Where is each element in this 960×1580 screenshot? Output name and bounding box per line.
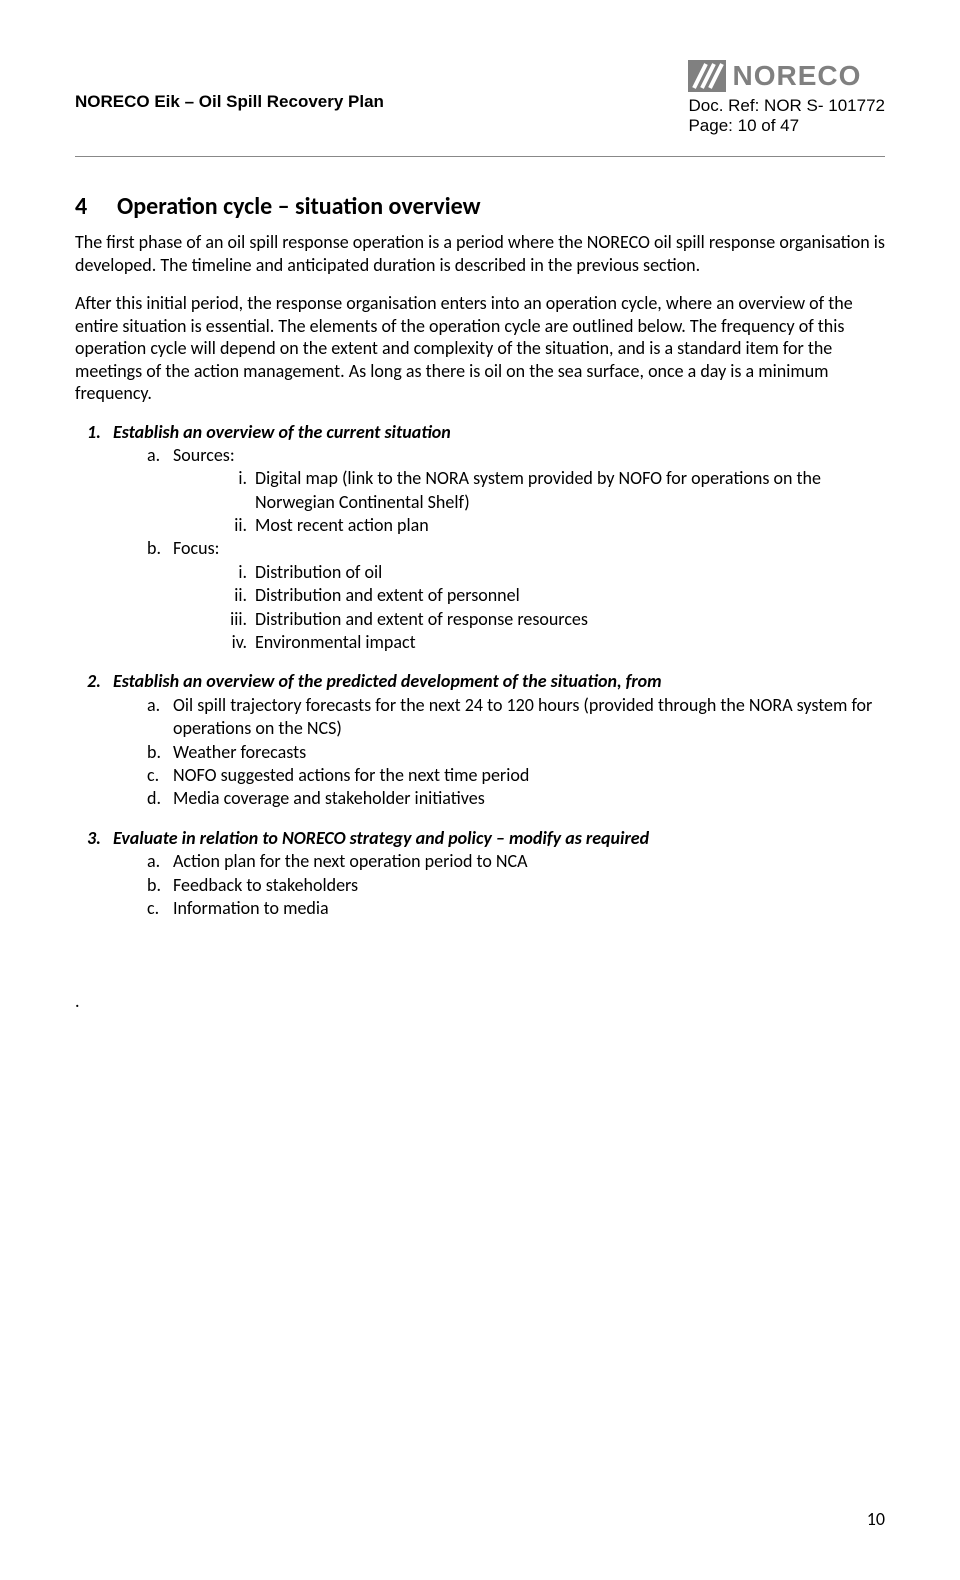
bii-label: ii. bbox=[227, 584, 255, 607]
item2-number: 2. bbox=[87, 670, 113, 693]
item2-a: a.Oil spill trajectory forecasts for the… bbox=[173, 694, 885, 741]
item3-title: Evaluate in relation to NORECO strategy … bbox=[113, 827, 649, 849]
section-number: 4 bbox=[75, 192, 117, 221]
item2-c: c.NOFO suggested actions for the next ti… bbox=[173, 764, 885, 787]
item3-number: 3. bbox=[87, 827, 113, 850]
item1-b-label: b. bbox=[147, 537, 173, 560]
item1-title: Establish an overview of the current sit… bbox=[113, 421, 451, 443]
item2-c-label: c. bbox=[147, 764, 173, 787]
biii-text: Distribution and extent of response reso… bbox=[255, 608, 588, 630]
item3-b: b.Feedback to stakeholders bbox=[173, 874, 885, 897]
item1-number: 1. bbox=[87, 421, 113, 444]
logo-text: NORECO bbox=[732, 60, 861, 92]
company-logo: NORECO bbox=[688, 60, 885, 92]
item3-a-text: Action plan for the next operation perio… bbox=[173, 850, 528, 872]
list-item-2: 2.Establish an overview of the predicted… bbox=[113, 670, 885, 810]
item1-b-iv: iv.Environmental impact bbox=[255, 631, 885, 654]
item2-b-label: b. bbox=[147, 741, 173, 764]
list-item-3: 3.Evaluate in relation to NORECO strateg… bbox=[113, 827, 885, 921]
item3-c-label: c. bbox=[147, 897, 173, 920]
item3-b-text: Feedback to stakeholders bbox=[173, 874, 358, 896]
item1-b-i: i.Distribution of oil bbox=[255, 561, 885, 584]
item3-b-label: b. bbox=[147, 874, 173, 897]
item1-b-text: Focus: bbox=[173, 537, 219, 559]
item2-a-label: a. bbox=[147, 694, 173, 717]
header-right-block: NORECO Doc. Ref: NOR S- 101772 Page: 10 … bbox=[688, 60, 885, 136]
page-number: 10 bbox=[867, 1508, 885, 1530]
item2-a-text: Oil spill trajectory forecasts for the n… bbox=[173, 694, 872, 739]
item1-b: b.Focus: i.Distribution of oil ii.Distri… bbox=[173, 537, 885, 654]
item2-sublist: a.Oil spill trajectory forecasts for the… bbox=[113, 694, 885, 811]
item2-d-label: d. bbox=[147, 787, 173, 810]
item2-b: b.Weather forecasts bbox=[173, 741, 885, 764]
doc-reference: Doc. Ref: NOR S- 101772 bbox=[688, 96, 885, 116]
logo-icon bbox=[688, 60, 726, 92]
item1-a-ii: ii.Most recent action plan bbox=[255, 514, 885, 537]
item3-a-label: a. bbox=[147, 850, 173, 873]
item1-a-i: i.Digital map (link to the NORA system p… bbox=[255, 467, 885, 514]
item3-c-text: Information to media bbox=[173, 897, 329, 919]
item3-sublist: a.Action plan for the next operation per… bbox=[113, 850, 885, 920]
footer-dot: . bbox=[75, 990, 885, 1012]
item1-b-sublist: i.Distribution of oil ii.Distribution an… bbox=[173, 561, 885, 655]
paragraph-1: The first phase of an oil spill response… bbox=[75, 231, 885, 276]
item1-a-text: Sources: bbox=[173, 444, 235, 466]
bi-text: Distribution of oil bbox=[255, 561, 382, 583]
biv-text: Environmental impact bbox=[255, 631, 416, 653]
main-ordered-list: 1.Establish an overview of the current s… bbox=[75, 421, 885, 921]
item3-a: a.Action plan for the next operation per… bbox=[173, 850, 885, 873]
header-divider bbox=[75, 156, 885, 157]
biv-label: iv. bbox=[227, 631, 255, 654]
i-text: Digital map (link to the NORA system pro… bbox=[255, 467, 821, 512]
bii-text: Distribution and extent of personnel bbox=[255, 584, 520, 606]
item1-b-ii: ii.Distribution and extent of personnel bbox=[255, 584, 885, 607]
list-item-1: 1.Establish an overview of the current s… bbox=[113, 421, 885, 655]
item2-b-text: Weather forecasts bbox=[173, 741, 306, 763]
item1-b-iii: iii.Distribution and extent of response … bbox=[255, 608, 885, 631]
paragraph-2: After this initial period, the response … bbox=[75, 292, 885, 405]
i-label: i. bbox=[227, 467, 255, 490]
section-heading: 4Operation cycle – situation overview bbox=[75, 192, 885, 221]
item2-c-text: NOFO suggested actions for the next time… bbox=[173, 764, 529, 786]
item2-d-text: Media coverage and stakeholder initiativ… bbox=[173, 787, 485, 809]
item2-d: d.Media coverage and stakeholder initiat… bbox=[173, 787, 885, 810]
item2-title: Establish an overview of the predicted d… bbox=[113, 670, 662, 692]
item1-a: a.Sources: i.Digital map (link to the NO… bbox=[173, 444, 885, 538]
ii-label: ii. bbox=[227, 514, 255, 537]
bi-label: i. bbox=[227, 561, 255, 584]
item1-a-label: a. bbox=[147, 444, 173, 467]
item1-sublist: a.Sources: i.Digital map (link to the NO… bbox=[113, 444, 885, 655]
section-title-text: Operation cycle – situation overview bbox=[117, 192, 480, 221]
doc-title: NORECO Eik – Oil Spill Recovery Plan bbox=[75, 60, 384, 112]
item1-a-sublist: i.Digital map (link to the NORA system p… bbox=[173, 467, 885, 537]
ii-text: Most recent action plan bbox=[255, 514, 429, 536]
item3-c: c.Information to media bbox=[173, 897, 885, 920]
page-info: Page: 10 of 47 bbox=[688, 116, 885, 136]
page-header: NORECO Eik – Oil Spill Recovery Plan NOR… bbox=[75, 60, 885, 156]
biii-label: iii. bbox=[227, 608, 255, 631]
